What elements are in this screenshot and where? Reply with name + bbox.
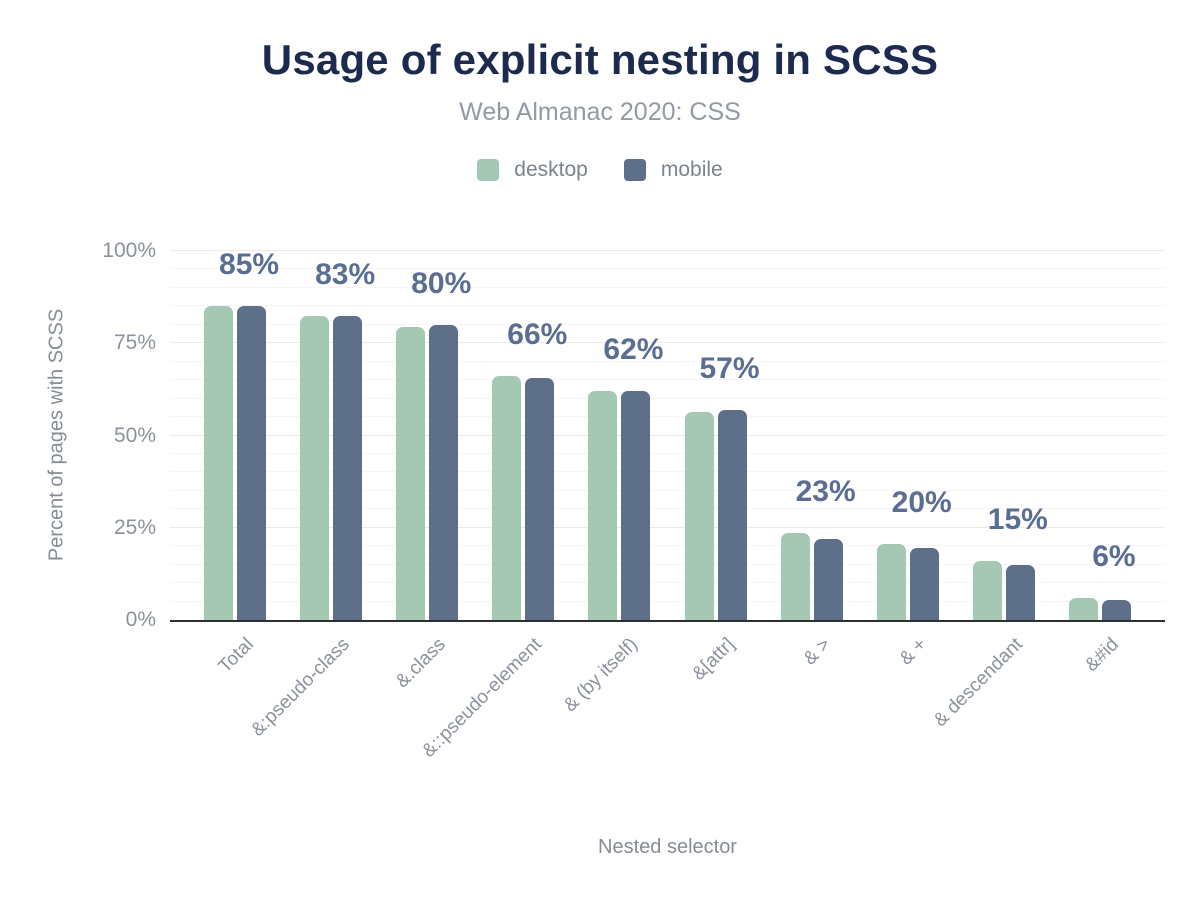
bar-group: 15% bbox=[956, 251, 1052, 620]
legend: desktop mobile bbox=[0, 158, 1200, 182]
bar-group: 57% bbox=[667, 251, 763, 620]
x-axis-line bbox=[170, 620, 1165, 622]
y-tick-label: 75% bbox=[113, 331, 156, 355]
gridline bbox=[170, 416, 1165, 418]
x-tick-label: Total bbox=[214, 634, 258, 678]
mobile-bar[interactable] bbox=[525, 378, 555, 620]
gridline bbox=[170, 600, 1165, 602]
bar-group: 23% bbox=[764, 251, 860, 620]
mobile-bar[interactable] bbox=[1101, 599, 1131, 620]
desktop-bar[interactable] bbox=[972, 560, 1002, 620]
value-label: 23% bbox=[795, 475, 856, 509]
gridline bbox=[170, 452, 1165, 454]
mobile-bar[interactable] bbox=[813, 538, 843, 620]
bars-row: 85% 83% 80% 66% 62% 57% 23% 20% 15% 6% bbox=[170, 248, 1165, 620]
plot-area: 0% 25% 50% 75% 100% 85% 83% 80% 66% 62% 57% 23% 20% 1… bbox=[102, 240, 1165, 762]
gridline bbox=[170, 323, 1165, 325]
gridline bbox=[170, 305, 1165, 307]
mobile-bar[interactable] bbox=[1005, 564, 1035, 620]
gridline bbox=[170, 286, 1165, 288]
chart-title: Usage of explicit nesting in SCSS bbox=[261, 36, 939, 83]
x-tick-label: & (by itself) bbox=[560, 634, 643, 717]
desktop-bar[interactable] bbox=[204, 306, 234, 620]
value-label: 83% bbox=[315, 257, 376, 291]
y-tick-label: 25% bbox=[113, 515, 156, 539]
gridline bbox=[170, 434, 1165, 436]
x-tick-label: &::pseudo-element bbox=[418, 634, 547, 762]
mobile-bar[interactable] bbox=[333, 315, 363, 620]
bar-group: 6% bbox=[1052, 251, 1148, 620]
value-label: 85% bbox=[219, 248, 280, 282]
gridline bbox=[170, 526, 1165, 528]
x-tick-label: & + bbox=[895, 634, 931, 670]
y-tick-label: 0% bbox=[125, 608, 156, 631]
legend-item-desktop[interactable]: desktop bbox=[477, 158, 588, 182]
legend-label-desktop: desktop bbox=[514, 158, 588, 181]
y-axis-title: Percent of pages with SCSS bbox=[45, 308, 68, 562]
value-label: 62% bbox=[603, 333, 664, 367]
desktop-bar[interactable] bbox=[300, 315, 330, 620]
gridline bbox=[170, 250, 1165, 251]
gridline bbox=[170, 563, 1165, 565]
mobile-bar[interactable] bbox=[429, 324, 459, 620]
x-axis-title: Nested selector bbox=[598, 836, 737, 858]
chart-subtitle: Web Almanac 2020: CSS bbox=[459, 98, 741, 126]
x-tick-label: &.class bbox=[391, 634, 451, 693]
value-label: 6% bbox=[1092, 539, 1136, 573]
gridline bbox=[170, 545, 1165, 547]
desktop-bar[interactable] bbox=[492, 376, 522, 620]
x-tick-label: &:pseudo-class bbox=[247, 634, 355, 741]
bar-group: 62% bbox=[571, 251, 667, 620]
desktop-swatch bbox=[477, 159, 500, 181]
gridline bbox=[170, 268, 1165, 270]
bar-group: 20% bbox=[860, 251, 956, 620]
y-tick-label: 50% bbox=[113, 423, 156, 447]
x-tick-label: &[attr] bbox=[687, 634, 739, 685]
mobile-swatch bbox=[623, 159, 646, 181]
bar-group: 85% bbox=[187, 248, 283, 620]
desktop-bar[interactable] bbox=[780, 533, 810, 620]
x-tick-label: &#id bbox=[1081, 634, 1123, 676]
gridline bbox=[170, 379, 1165, 381]
y-tick-label: 100% bbox=[102, 239, 156, 262]
gridline bbox=[170, 508, 1165, 510]
value-label: 15% bbox=[987, 502, 1048, 536]
mobile-bar[interactable] bbox=[237, 306, 267, 620]
mobile-bar[interactable] bbox=[621, 391, 651, 620]
value-label: 80% bbox=[411, 266, 472, 300]
desktop-bar[interactable] bbox=[684, 411, 714, 620]
mobile-bar[interactable] bbox=[717, 409, 747, 620]
value-label: 20% bbox=[891, 486, 952, 520]
x-tick-label: & > bbox=[799, 634, 835, 670]
value-label: 66% bbox=[507, 318, 568, 352]
mobile-bar[interactable] bbox=[909, 548, 939, 620]
desktop-bar[interactable] bbox=[1068, 597, 1098, 620]
value-label: 57% bbox=[699, 351, 760, 385]
legend-label-mobile: mobile bbox=[660, 158, 723, 181]
desktop-bar[interactable] bbox=[588, 391, 618, 620]
x-tick-label: & descendant bbox=[929, 634, 1027, 732]
bar-group: 66% bbox=[475, 251, 571, 620]
gridline bbox=[170, 471, 1165, 473]
desktop-bar[interactable] bbox=[396, 326, 426, 620]
gridline bbox=[170, 360, 1165, 362]
gridline bbox=[170, 342, 1165, 344]
gridline bbox=[170, 489, 1165, 491]
legend-item-mobile[interactable]: mobile bbox=[623, 158, 723, 182]
desktop-bar[interactable] bbox=[876, 544, 906, 620]
gridline bbox=[170, 397, 1165, 399]
bar-group: 80% bbox=[379, 251, 475, 620]
bar-group: 83% bbox=[283, 251, 379, 620]
gridline bbox=[170, 582, 1165, 584]
